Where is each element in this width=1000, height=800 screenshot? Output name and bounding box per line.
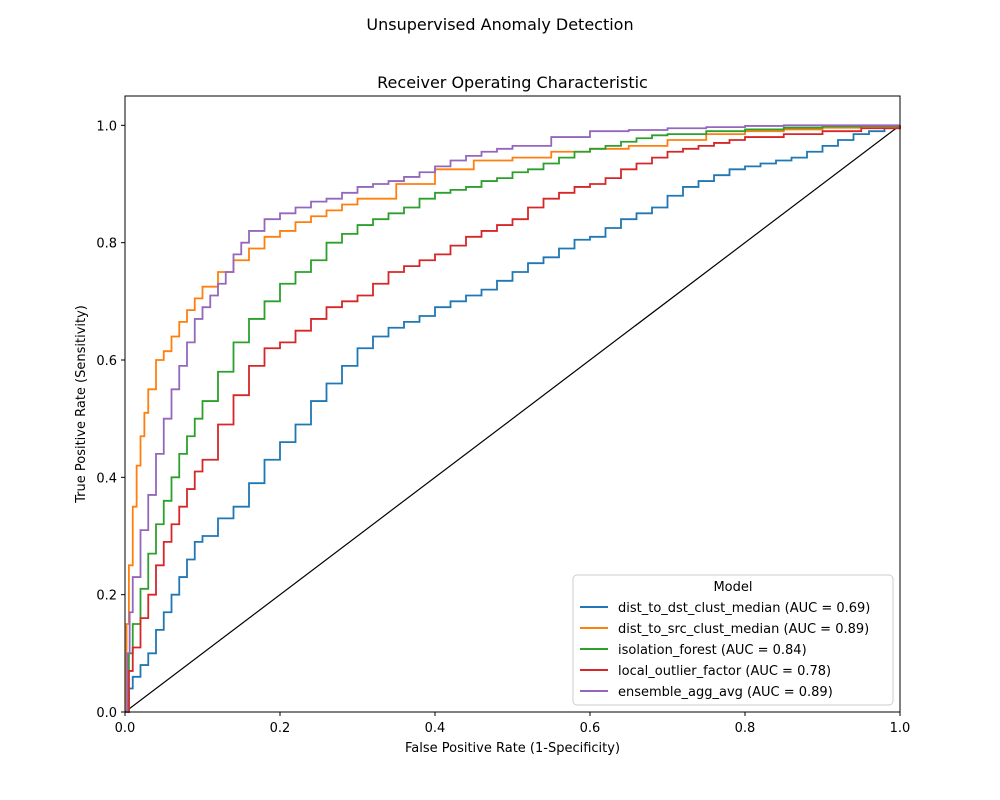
legend-label: isolation_forest (AUC = 0.84) (618, 643, 807, 658)
legend-box (572, 574, 894, 706)
x-tick-label: 0.0 (115, 721, 136, 736)
legend-label: dist_to_dst_clust_median (AUC = 0.69) (618, 601, 870, 616)
x-tick-label: 0.4 (425, 721, 446, 736)
y-tick-label: 0.6 (96, 354, 117, 369)
legend-label: local_outlier_factor (AUC = 0.78) (618, 664, 831, 679)
series-line-2 (125, 125, 901, 713)
plot-area (124, 124, 901, 713)
y-tick-label: 1.0 (96, 119, 117, 134)
y-axis-label: True Positive Rate (Sensitivity) (74, 305, 89, 504)
x-axis-label: False Positive Rate (1-Specificity) (405, 741, 620, 756)
chance-diagonal-line (124, 124, 901, 713)
plot-frame (124, 95, 901, 713)
x-tick-label: 0.2 (270, 721, 291, 736)
legend-label: dist_to_src_clust_median (AUC = 0.89) (618, 622, 869, 637)
legend-label: ensemble_agg_avg (AUC = 0.89) (618, 685, 833, 700)
chart-title: Receiver Operating Characteristic (377, 73, 648, 92)
y-tick-label: 0.0 (96, 706, 117, 721)
x-tick-label: 1.0 (890, 721, 911, 736)
y-tick-label: 0.8 (96, 237, 117, 252)
series-line-5 (125, 124, 900, 713)
figure-suptitle: Unsupervised Anomaly Detection (366, 15, 633, 34)
x-tick-label: 0.6 (580, 721, 601, 736)
series-line-4 (125, 125, 901, 713)
legend-title: Model (713, 580, 752, 595)
x-tick-label: 0.8 (735, 721, 756, 736)
legend: Model dist_to_dst_clust_median (AUC = 0.… (572, 574, 894, 706)
series-line-1 (125, 125, 901, 713)
series-line-3 (125, 125, 901, 713)
y-tick-label: 0.4 (96, 471, 117, 486)
legend-entries: dist_to_dst_clust_median (AUC = 0.69) dis… (580, 601, 870, 700)
y-tick-label: 0.2 (96, 589, 117, 604)
axis-ticks: 0.0 0.2 0.4 0.6 0.8 1.0 0.0 0.2 0.4 0.6 0.8 1.0 (96, 119, 910, 736)
